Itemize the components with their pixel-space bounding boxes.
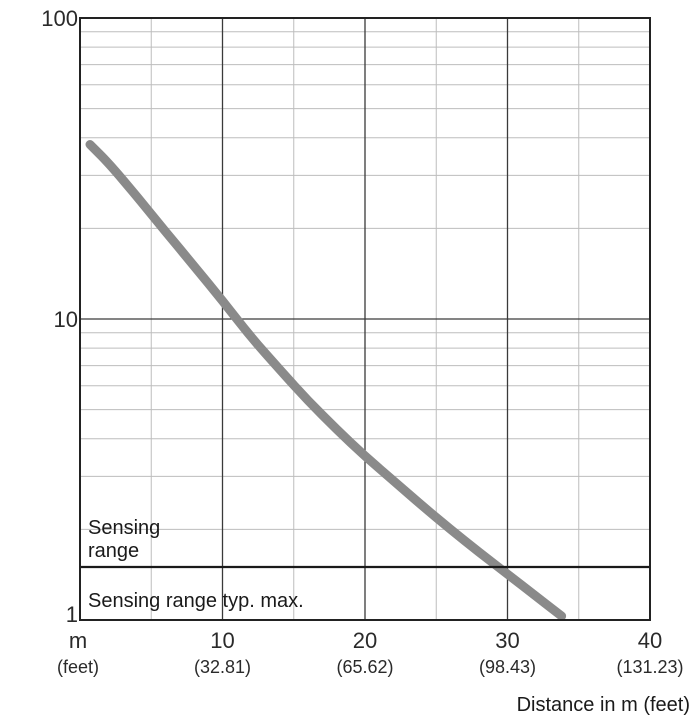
y-tick-label: 1 (66, 602, 78, 627)
plot-border (79, 17, 651, 621)
x-tick-labels: m (feet) 10 (32.81) 20 (65.62) 30 (98.43) 40 (131… (57, 628, 684, 677)
x-unit-label: m (69, 628, 87, 653)
x-tick-label: 20 (353, 628, 377, 653)
sensing-range-label-line1: Sensing (88, 517, 160, 539)
x-axis-title: Distance in m (feet) (517, 694, 690, 716)
x-tick-label: 40 (638, 628, 662, 653)
x-tick-sub-label: (131.23) (616, 657, 683, 677)
plot-frame (79, 17, 651, 621)
sensing-range-max-label: Sensing range typ. max. (88, 590, 304, 612)
x-tick-sub-label: (65.62) (336, 657, 393, 677)
series-line (85, 140, 567, 621)
sensing-range-label-line2: range (88, 540, 139, 562)
series-layer (85, 140, 567, 621)
grid-major (80, 18, 650, 620)
x-unit-sub-label: (feet) (57, 657, 99, 677)
x-tick-sub-label: (98.43) (479, 657, 536, 677)
y-tick-label: 100 (41, 6, 78, 31)
y-tick-label: 10 (54, 307, 78, 332)
x-tick-label: 10 (210, 628, 234, 653)
y-tick-labels: 1 10 100 (41, 6, 78, 627)
x-tick-label: 30 (495, 628, 519, 653)
x-tick-sub-label: (32.81) (194, 657, 251, 677)
